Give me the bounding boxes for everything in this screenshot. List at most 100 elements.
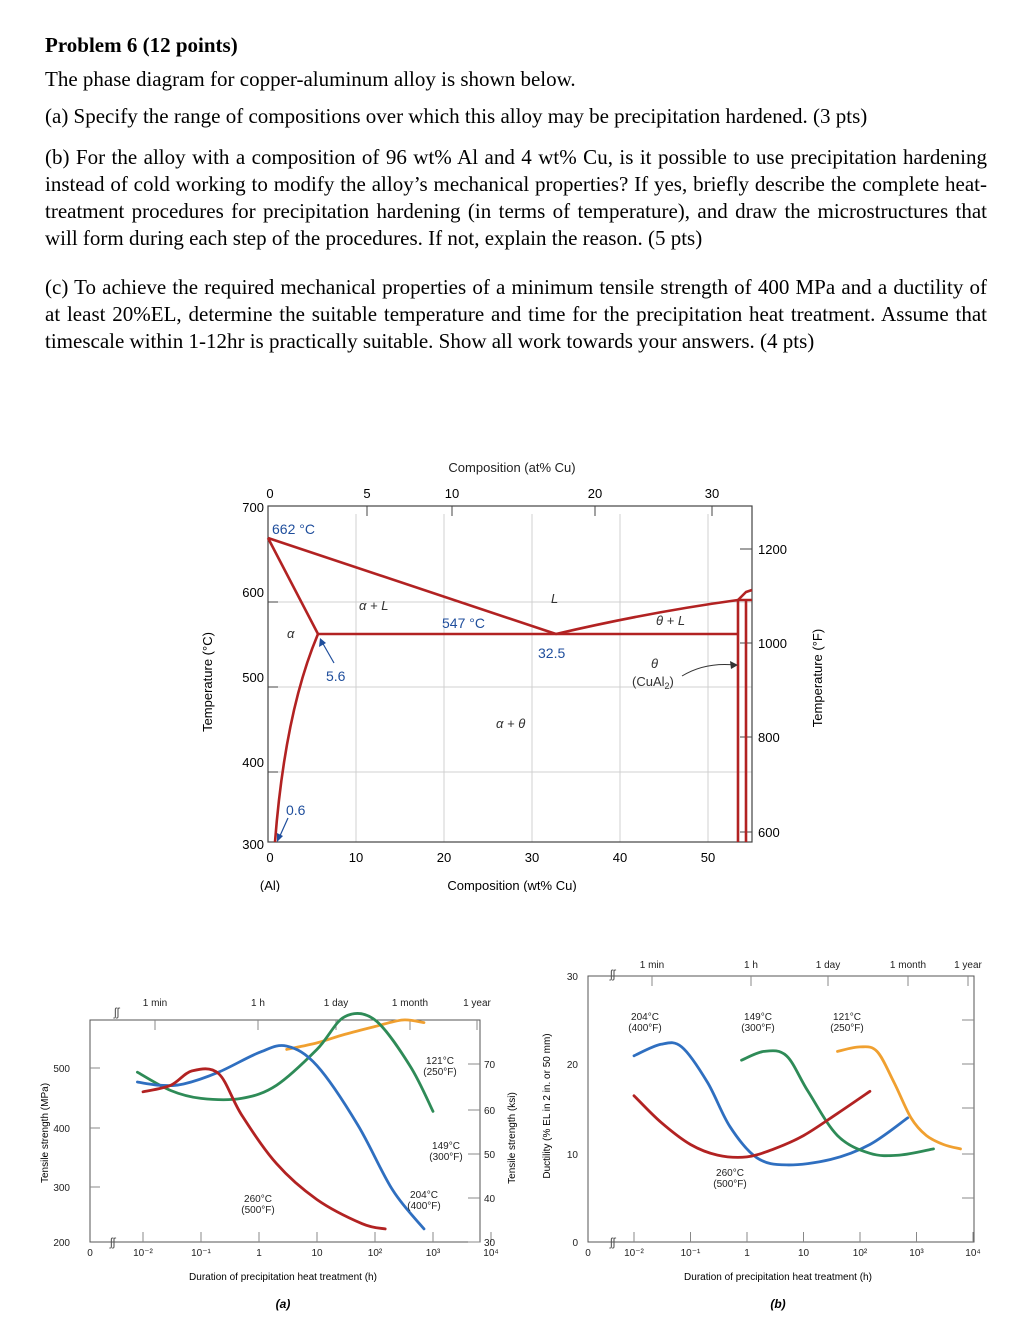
a-x-tick-4: 10 — [311, 1248, 323, 1259]
b-x-axis-label: Duration of precipitation heat treatment… — [684, 1272, 872, 1283]
a-series-label-1-f: (300°F) — [429, 1152, 462, 1163]
cual2-label: (CuAl2) — [632, 674, 674, 691]
a-x-tick-0: 0 — [87, 1248, 93, 1259]
b-series-label-3: 260°C — [716, 1168, 744, 1179]
b-series-label-3-f: (500°F) — [713, 1179, 746, 1190]
a-y-tick-3: 500 — [53, 1064, 70, 1075]
top-tick-20: 20 — [588, 486, 602, 501]
a-x-tick-6: 10³ — [426, 1248, 441, 1259]
theta-liquid-label: θ + L — [656, 613, 685, 628]
bottom-axis-label: Composition (wt% Cu) — [447, 878, 576, 892]
a-time-label-1: 1 h — [251, 998, 265, 1009]
solidus — [266, 537, 320, 635]
a-y2-tick-0: 30 — [484, 1238, 496, 1249]
top-tick-30: 30 — [705, 486, 719, 501]
panel-b-label: (b) — [770, 1297, 785, 1311]
a-x-tick-3: 1 — [256, 1248, 262, 1259]
bottom-tick-0: 0 — [266, 850, 273, 865]
alpha-liquid-label: α + L — [359, 598, 388, 613]
b-series-1 — [740, 1049, 935, 1158]
a-axis-break-bottom: ʃʃ — [109, 1235, 117, 1249]
a-x-tick-2: 10⁻¹ — [191, 1248, 211, 1259]
panel-a-label: (a) — [276, 1297, 291, 1311]
part-b-text: (b) For the alloy with a composition of … — [45, 145, 987, 250]
a-series-label-2-f: (400°F) — [407, 1201, 440, 1212]
a-time-label-2: 1 day — [324, 998, 348, 1009]
b-y-tick-1: 10 — [567, 1150, 579, 1161]
right-tick-1000: 1000 — [758, 636, 787, 651]
theta-top — [737, 588, 753, 601]
right-tick-800: 800 — [758, 730, 780, 745]
b-y-tick-2: 20 — [567, 1060, 579, 1071]
a-series-label-2: 204°C — [410, 1190, 438, 1201]
a-y2-tick-1: 40 — [484, 1194, 496, 1205]
liquidus-left — [267, 536, 557, 636]
b-y-axis-label: Ductility (% EL in 2 in. or 50 mm) — [542, 1033, 553, 1178]
b-x-tick-2: 10⁻¹ — [681, 1248, 701, 1259]
b-series-label-2: 121°C — [833, 1012, 861, 1023]
a-x-tick-5: 10² — [368, 1248, 383, 1259]
b-time-label-3: 1 month — [890, 960, 926, 971]
a-y2-tick-2: 50 — [484, 1150, 496, 1161]
a-series-label-1: 149°C — [432, 1141, 460, 1152]
b-time-label-4: 1 year — [954, 960, 982, 971]
left-tick-500: 500 — [242, 670, 264, 685]
a-series-label-0-f: (250°F) — [423, 1067, 456, 1078]
top-tick-0: 0 — [266, 486, 273, 501]
bottom-tick-40: 40 — [613, 850, 627, 865]
b-x-tick-6: 10³ — [909, 1248, 924, 1259]
a-y-tick-0: 200 — [53, 1238, 70, 1249]
phase-diagram: Composition (at% Cu) 0 5 10 20 30 Temper… — [200, 460, 825, 892]
a-series-0 — [285, 1018, 426, 1051]
b-series-label-1-f: (300°F) — [741, 1023, 774, 1034]
a-y2-tick-4: 70 — [484, 1060, 496, 1071]
a-y-tick-1: 300 — [53, 1183, 70, 1194]
panel-b: 0 10⁻² 10⁻¹ 1 10 10² 10³ 10⁴ 0 10 20 30 1 min 1 h 1 da… — [542, 960, 983, 1311]
a-time-label-0: 1 min — [143, 998, 167, 1009]
bottom-tick-10: 10 — [349, 850, 363, 865]
b-series-label-0: 204°C — [631, 1012, 659, 1023]
a-y-axis-label: Tensile strength (MPa) — [40, 1083, 51, 1183]
part-c-text: (c) To achieve the required mechanical p… — [45, 275, 987, 353]
b-series-label-1: 149°C — [744, 1012, 772, 1023]
bottom-sub-al: (Al) — [260, 878, 280, 892]
b-x-tick-1: 10⁻² — [624, 1248, 644, 1259]
panel-a: 0 10⁻² 10⁻¹ 1 10 10² 10³ 10⁴ 200 300 400 500 1 min 1 … — [40, 998, 518, 1311]
left-tick-600: 600 — [242, 585, 264, 600]
solvus — [273, 633, 320, 843]
liquidus-right — [555, 598, 752, 636]
min-solubility-label: 0.6 — [286, 802, 306, 818]
alpha-theta-label: α + θ — [496, 716, 525, 731]
b-series-2 — [836, 1045, 962, 1151]
phase-frame — [267, 505, 753, 843]
b-series-label-2-f: (250°F) — [830, 1023, 863, 1034]
problem-intro: The phase diagram for copper-aluminum al… — [45, 67, 576, 91]
max-solubility-label: 5.6 — [326, 668, 346, 684]
bottom-tick-50: 50 — [701, 850, 715, 865]
eutectic-comp-label: 32.5 — [538, 645, 565, 661]
left-tick-400: 400 — [242, 755, 264, 770]
alpha-label: α — [287, 626, 295, 641]
a-series-3 — [141, 1067, 387, 1231]
b-x-tick-4: 10 — [798, 1248, 810, 1259]
left-axis-label: Temperature (°C) — [200, 632, 215, 732]
top-tick-5: 5 — [363, 486, 370, 501]
b-x-tick-5: 10² — [853, 1248, 868, 1259]
b-time-label-0: 1 min — [640, 960, 664, 971]
problem-title: Problem 6 (12 points) — [45, 33, 238, 57]
problem-statement: Problem 6 (12 points) The phase diagram … — [45, 30, 987, 355]
liquid-label: L — [551, 591, 558, 606]
a-series-2 — [136, 1044, 426, 1231]
b-series-label-0-f: (400°F) — [628, 1023, 661, 1034]
a-y2-tick-3: 60 — [484, 1106, 496, 1117]
eutectic-temp-label: 547 °C — [442, 615, 485, 631]
top-axis-label: Composition (at% Cu) — [448, 460, 575, 475]
left-tick-700: 700 — [242, 500, 264, 515]
a-series-label-3-f: (500°F) — [241, 1205, 274, 1216]
left-tick-300: 300 — [242, 837, 264, 852]
b-y-tick-0: 0 — [572, 1238, 578, 1249]
b-axis-break-bottom: ʃʃ — [609, 1235, 617, 1249]
b-x-tick-0: 0 — [585, 1248, 591, 1259]
a-axis-break-top: ʃʃ — [113, 1005, 121, 1019]
